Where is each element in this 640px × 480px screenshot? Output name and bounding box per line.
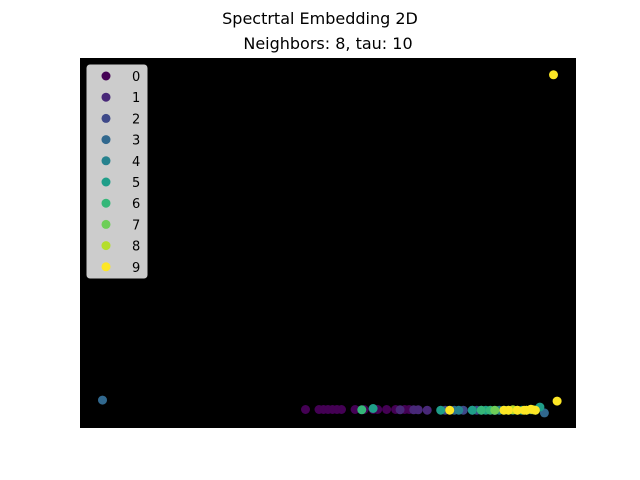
- data-point-class-5: [467, 405, 477, 415]
- scatter-points: [98, 70, 562, 418]
- data-point-class-9: [549, 70, 558, 80]
- data-point-class-0: [382, 405, 392, 414]
- data-point-class-9: [445, 405, 455, 415]
- legend-label-6: 6: [132, 197, 140, 212]
- data-point-class-9: [503, 405, 513, 415]
- plot-subtitle: Neighbors: 8, tau: 10: [243, 34, 412, 53]
- legend-label-0: 0: [132, 70, 140, 85]
- legend-marker-8: [101, 241, 111, 251]
- legend-label-3: 3: [132, 134, 140, 149]
- legend-marker-2: [101, 113, 111, 123]
- legend-marker-0: [101, 71, 111, 81]
- data-point-class-9: [530, 405, 540, 415]
- legend-marker-9: [101, 262, 111, 272]
- data-point-class-5: [368, 404, 378, 413]
- data-point-class-1: [395, 405, 405, 415]
- data-point-class-4: [454, 405, 464, 415]
- data-point-class-1: [422, 405, 432, 415]
- data-point-class-7: [490, 405, 500, 415]
- figure-title: Spectrtal Embedding 2D: [222, 9, 418, 28]
- data-point-class-9: [512, 405, 522, 415]
- legend-label-1: 1: [132, 91, 140, 106]
- data-point-class-5: [436, 405, 446, 415]
- plot-area: [80, 58, 576, 428]
- data-point-class-0: [350, 405, 360, 414]
- data-point-class-6: [357, 405, 367, 415]
- legend-marker-7: [101, 219, 111, 229]
- legend-marker-4: [101, 156, 111, 166]
- legend-label-5: 5: [132, 176, 140, 191]
- data-point-class-0: [337, 405, 346, 414]
- legend-label-4: 4: [132, 155, 140, 170]
- legend-marker-1: [101, 92, 111, 102]
- data-point-class-6: [476, 405, 486, 415]
- data-point-class-9: [552, 396, 562, 406]
- legend-label-7: 7: [132, 218, 140, 233]
- legend-label-9: 9: [132, 261, 140, 276]
- legend-marker-3: [101, 135, 111, 145]
- data-point-class-1: [413, 405, 423, 415]
- data-point-class-3: [98, 395, 107, 405]
- legend-label-2: 2: [132, 112, 140, 127]
- data-point-class-0: [301, 405, 310, 414]
- legend-marker-5: [101, 177, 111, 187]
- legend-label-8: 8: [132, 240, 140, 255]
- legend-marker-6: [101, 198, 111, 208]
- legend: 0 1 2 3 4 5 6 7 8 9: [86, 64, 148, 279]
